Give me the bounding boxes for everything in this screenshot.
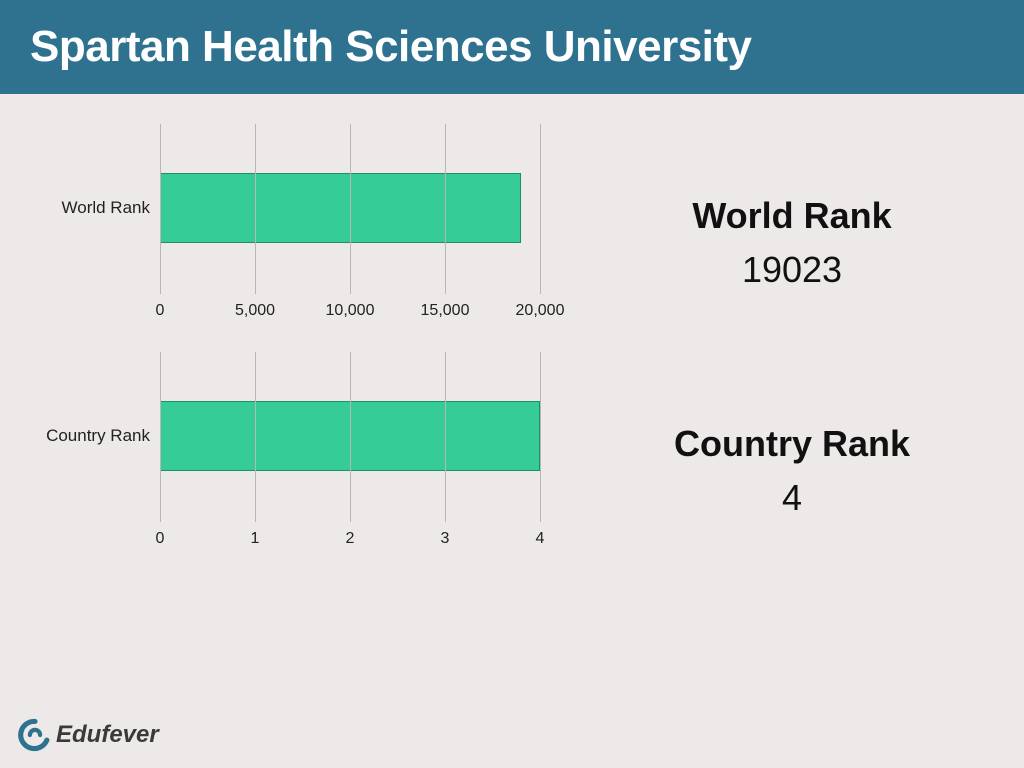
gridline xyxy=(445,124,446,294)
gridline xyxy=(255,124,256,294)
info-value: 19023 xyxy=(590,249,994,291)
logo-icon xyxy=(18,718,52,752)
info-value: 4 xyxy=(590,477,994,519)
logo-text: Edufever xyxy=(56,721,159,749)
x-tick-label: 1 xyxy=(251,530,260,548)
chart-grid: World Rank xyxy=(160,124,540,294)
gridline xyxy=(255,352,256,522)
chart-row-country: Country Rank 0 1 2 3 4 Country Rank 4 xyxy=(30,352,994,560)
y-axis-label: World Rank xyxy=(40,198,150,218)
chart-grid: Country Rank xyxy=(160,352,540,522)
x-tick-label: 0 xyxy=(156,530,165,548)
info-title: Country Rank xyxy=(590,423,994,465)
x-tick-label: 10,000 xyxy=(326,302,375,320)
chart-country: Country Rank 0 1 2 3 4 xyxy=(30,352,590,560)
gridline xyxy=(160,352,161,522)
bar-fill xyxy=(160,173,521,243)
x-tick-label: 2 xyxy=(346,530,355,548)
brand-logo: Edufever xyxy=(18,718,159,752)
gridline xyxy=(350,124,351,294)
x-axis-ticks: 01234 xyxy=(160,530,540,560)
y-axis-label: Country Rank xyxy=(40,426,150,446)
chart-world: World Rank 0 5,000 10,000 15,000 20,000 xyxy=(30,124,590,332)
info-panel-country: Country Rank 4 xyxy=(590,393,994,519)
info-panel-world: World Rank 19023 xyxy=(590,165,994,291)
x-tick-label: 3 xyxy=(441,530,450,548)
x-tick-label: 20,000 xyxy=(516,302,565,320)
gridline xyxy=(540,124,541,294)
x-tick-label: 0 xyxy=(156,302,165,320)
page-title: Spartan Health Sciences University xyxy=(30,22,752,71)
x-axis-ticks: 05,00010,00015,00020,000 xyxy=(160,302,540,332)
content-area: World Rank 0 5,000 10,000 15,000 20,000 Worl… xyxy=(0,94,1024,580)
x-tick-label: 4 xyxy=(536,530,545,548)
gridline xyxy=(350,352,351,522)
bar: World Rank xyxy=(160,173,521,243)
page-header: Spartan Health Sciences University xyxy=(0,0,1024,94)
gridline xyxy=(160,124,161,294)
chart-row-world: World Rank 0 5,000 10,000 15,000 20,000 Worl… xyxy=(30,124,994,332)
gridline xyxy=(540,352,541,522)
gridline xyxy=(445,352,446,522)
info-title: World Rank xyxy=(590,195,994,237)
x-tick-label: 5,000 xyxy=(235,302,275,320)
x-tick-label: 15,000 xyxy=(421,302,470,320)
